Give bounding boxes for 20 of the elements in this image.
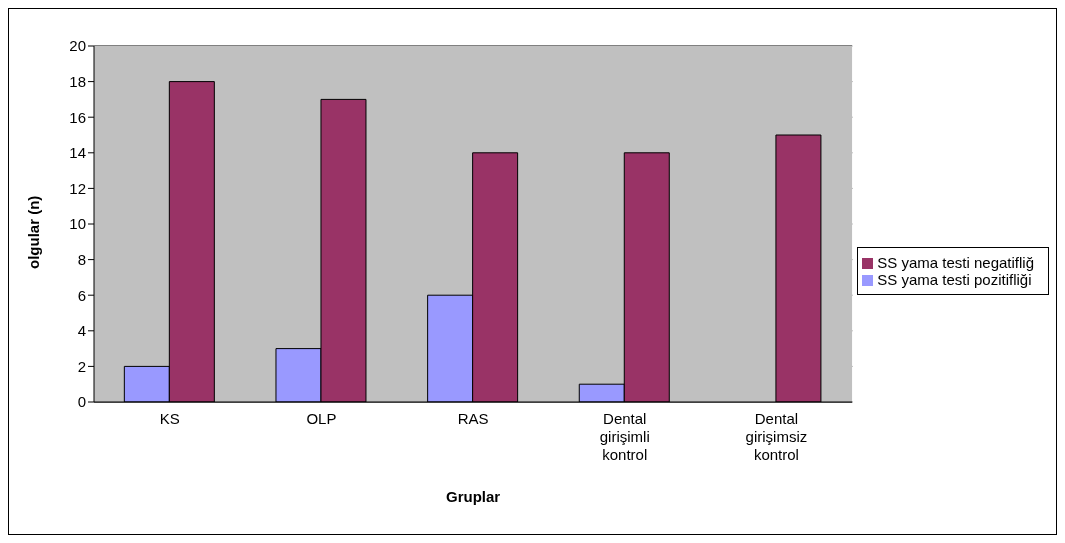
- y-tick-label: 2: [77, 357, 86, 375]
- y-axis-title: olgular (n): [25, 195, 43, 269]
- x-tick-label: Dental girişimli kontrol: [599, 410, 650, 463]
- y-tick-label: 20: [69, 37, 86, 55]
- y-tick-label: 8: [77, 250, 86, 268]
- y-tick-label: 4: [77, 322, 86, 340]
- legend-label: SS yama testi pozitifliği: [877, 270, 1032, 288]
- x-axis-title: Gruplar: [446, 488, 501, 505]
- y-tick-label: 10: [69, 215, 86, 233]
- x-tick-label: OLP: [306, 410, 337, 427]
- y-tick-label: 6: [77, 286, 86, 304]
- y-tick-label: 0: [77, 393, 86, 411]
- y-tick-label: 18: [69, 72, 86, 90]
- x-tick-label: RAS: [457, 410, 489, 427]
- y-tick-label: 12: [69, 179, 86, 197]
- y-tick-label: 14: [69, 144, 86, 162]
- y-tick-label: 16: [69, 108, 86, 126]
- x-tick-label: Dental girişimsiz kontrol: [745, 410, 808, 463]
- legend-label: SS yama testi negatifliğ: [877, 253, 1034, 271]
- x-tick-label: KS: [159, 410, 180, 427]
